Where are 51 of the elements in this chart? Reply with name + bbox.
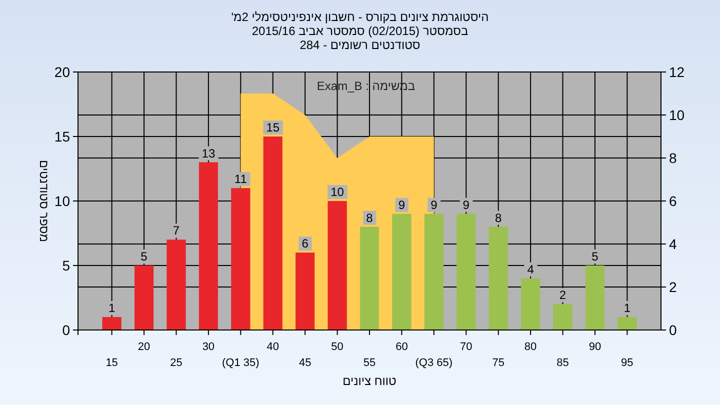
x-axis-title: טווח ציונים <box>342 374 397 388</box>
y-tick-label: 10 <box>54 193 70 209</box>
y-tick-label: 5 <box>62 258 70 274</box>
data-label: 9 <box>398 198 406 212</box>
x-tick-label: 80 <box>524 341 537 353</box>
y2-tick-label: 12 <box>669 64 685 80</box>
data-label: 6 <box>302 236 309 251</box>
data-label: 8 <box>494 210 502 225</box>
data-label: 5 <box>592 250 599 264</box>
x-tick-label: 70 <box>460 341 472 353</box>
x-tick-label: 60 <box>396 341 408 353</box>
x-tick-label: (Q3 65) <box>415 357 453 369</box>
x-tick-label: 40 <box>266 341 279 353</box>
y-tick-label: 15 <box>54 128 70 144</box>
y2-tick-label: 6 <box>669 193 677 209</box>
y-tick-label: 20 <box>54 64 70 80</box>
data-label: 15 <box>266 120 280 134</box>
data-label: 4 <box>527 262 534 276</box>
x-tick-label: 50 <box>331 341 344 353</box>
x-tick-label: 90 <box>588 341 602 353</box>
data-label: 11 <box>234 172 248 186</box>
x-tick-label: (Q1 35) <box>222 357 260 369</box>
data-label: 8 <box>366 210 374 225</box>
data-label: 1 <box>624 301 631 316</box>
text: סטודנטים רשומים - 284 <box>300 38 420 52</box>
y2-tick-label: 10 <box>669 107 685 123</box>
x-tick-label: 15 <box>106 357 118 369</box>
y2-tick-label: 8 <box>669 150 677 166</box>
chart-subtitle: בסמסטר (02/2015) סמסטר אביב 2015/16 <box>252 24 468 38</box>
data-label: 10 <box>330 185 344 199</box>
x-tick-label: 20 <box>138 341 150 353</box>
chart-title: היסטוגרמת ציונים בקורס - חשבון אינפיניטסימלי 2מ' <box>231 10 489 24</box>
x-tick-label: 55 <box>363 357 376 369</box>
data-label: 13 <box>202 146 216 160</box>
data-label: 1 <box>108 301 116 316</box>
x-tick-label: 25 <box>170 357 182 369</box>
y2-tick-label: 4 <box>669 236 677 252</box>
y-tick-label: 0 <box>62 322 70 338</box>
y2-tick-label: 2 <box>669 279 677 295</box>
data-label: 7 <box>172 224 180 238</box>
x-tick-label: 75 <box>492 357 504 369</box>
x-tick-label: 95 <box>621 357 634 369</box>
data-label: 5 <box>140 250 148 264</box>
y-axis-title: מספר סטודנטים <box>37 160 51 242</box>
x-tick-label: 85 <box>556 357 569 369</box>
y2-tick-label: 0 <box>669 322 677 338</box>
data-label: 9 <box>430 198 438 212</box>
data-label: 9 <box>462 198 470 212</box>
x-tick-label: 45 <box>298 357 312 369</box>
x-tick-label: 30 <box>202 341 215 353</box>
data-label: 2 <box>559 288 566 302</box>
